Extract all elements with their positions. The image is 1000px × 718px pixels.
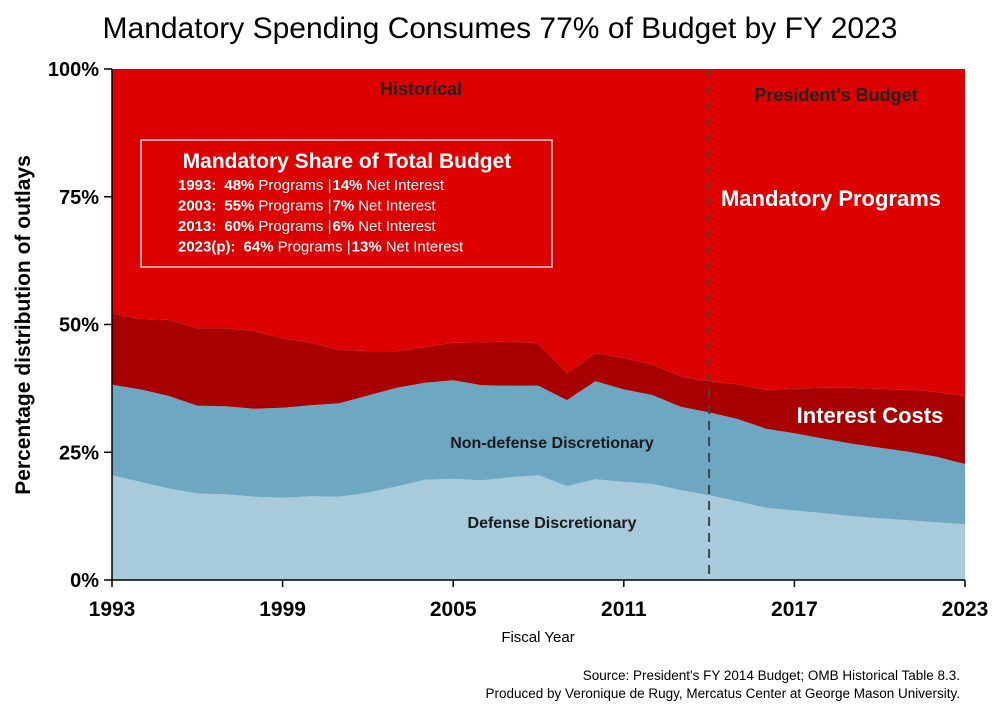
inset-row-programs-share: 60%: [224, 218, 254, 235]
y-tick-label: 50%: [59, 315, 99, 337]
area-defense-discretionary: [112, 475, 965, 580]
inset-row-interest-share: 14%: [333, 177, 363, 194]
label-interest-costs: Interest Costs: [797, 403, 944, 428]
source-line-1: Source: President's FY 2014 Budget; OMB …: [582, 668, 960, 683]
inset-row-interest-label: Net Interest: [358, 198, 436, 215]
label-non-defense-discretionary: Non-defense Discretionary: [450, 435, 654, 452]
inset-row-year: 2003:: [178, 198, 216, 215]
inset-row: 2003: 55% Programs |7% Net Interest: [178, 198, 437, 215]
inset-row-programs-label: Programs |: [258, 198, 331, 215]
y-tick-label: 100%: [48, 59, 99, 81]
stacked-areas: [112, 69, 965, 580]
y-axis-title: Percentage distribution of outlays: [12, 155, 35, 495]
chart-title: Mandatory Spending Consumes 77% of Budge…: [102, 12, 898, 45]
inset-row-programs-label: Programs |: [278, 239, 351, 256]
label-defense-discretionary: Defense Discretionary: [468, 515, 637, 532]
x-tick-label: 2005: [430, 598, 477, 621]
label-historical: Historical: [380, 79, 462, 99]
inset-row-year: 2023(p):: [178, 239, 236, 256]
inset-row-programs-label: Programs |: [258, 177, 331, 194]
inset-row-year: 2013:: [178, 218, 216, 235]
inset-title: Mandatory Share of Total Budget: [183, 150, 512, 173]
inset-row: 2023(p): 64% Programs |13% Net Interest: [178, 239, 464, 256]
inset-row-interest-share: 13%: [352, 239, 382, 256]
area-interest-costs: [112, 313, 965, 464]
x-tick-label: 2017: [771, 598, 818, 621]
inset-row-interest-label: Net Interest: [367, 177, 445, 194]
label-presidents-budget: President's Budget: [754, 85, 917, 105]
x-tick-label: 1999: [259, 598, 306, 621]
area-mandatory-programs: [112, 69, 965, 396]
inset-row-programs-share: 48%: [224, 177, 254, 194]
inset-row: 2013: 60% Programs |6% Net Interest: [178, 218, 437, 235]
inset-row-year: 1993:: [178, 177, 216, 194]
y-tick-label: 25%: [59, 442, 99, 464]
inset-row-programs-share: 55%: [224, 198, 254, 215]
annotations: Historical President's Budget Mandatory Pr…: [380, 79, 943, 532]
x-axis-title: Fiscal Year: [501, 629, 574, 646]
inset-row-programs-label: Programs |: [258, 218, 331, 235]
y-tick-label: 75%: [59, 187, 99, 209]
area-non-defense-discretionary: [112, 380, 965, 525]
x-tick-label: 1993: [89, 598, 136, 621]
x-tick-label: 2023: [942, 598, 989, 621]
label-mandatory-programs: Mandatory Programs: [721, 186, 941, 211]
inset-row-interest-share: 7%: [333, 198, 355, 215]
inset-row-interest-label: Net Interest: [358, 218, 436, 235]
inset-border: [140, 139, 553, 268]
axes: 0% 25% 50% 75% 100% 1993 1999 2005 2011 2017 2023 F…: [12, 59, 988, 646]
inset-row-interest-share: 6%: [333, 218, 355, 235]
inset-row-programs-share: 64%: [244, 239, 274, 256]
inset-row: 1993: 48% Programs |14% Net Interest: [178, 177, 445, 194]
y-tick-label: 0%: [70, 570, 99, 592]
source-line-2: Produced by Veronique de Rugy, Mercatus …: [485, 686, 961, 701]
x-tick-label: 2011: [601, 598, 647, 621]
inset-row-interest-label: Net Interest: [386, 239, 464, 256]
